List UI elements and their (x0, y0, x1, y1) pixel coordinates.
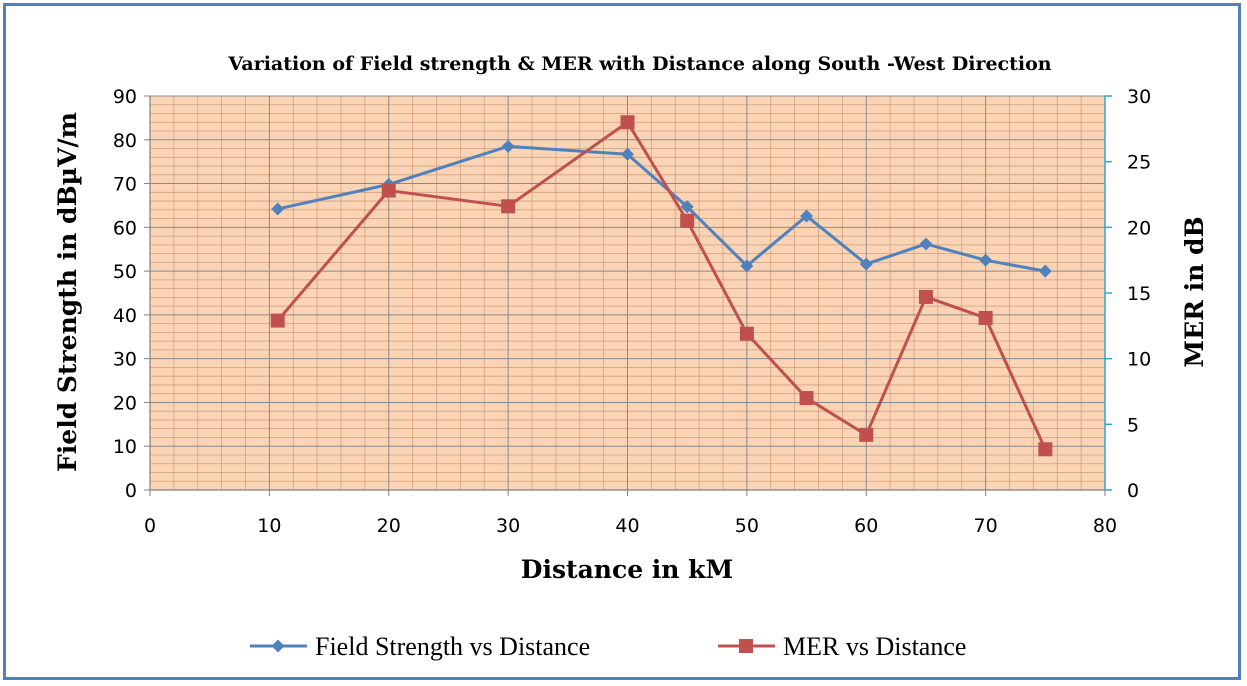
y2-tick-label: 0 (1127, 480, 1139, 502)
legend-item-field-strength: Field Strength vs Distance (250, 632, 590, 661)
y-tick-label: 80 (113, 130, 137, 152)
y-tick-label: 30 (113, 349, 137, 371)
legend: Field Strength vs Distance MER vs Distanc… (250, 632, 966, 661)
y-tick-label: 20 (113, 392, 137, 414)
data-point (381, 183, 396, 198)
data-point (739, 326, 754, 341)
data-point (1038, 442, 1053, 457)
data-point (501, 199, 516, 214)
x-tick-label: 50 (735, 515, 759, 537)
y-tick-label: 40 (113, 305, 137, 327)
data-point (978, 310, 993, 325)
data-point (270, 313, 285, 328)
y2-tick-label: 10 (1127, 349, 1151, 371)
x-tick-label: 10 (257, 515, 281, 537)
data-point (979, 253, 993, 267)
y2-tick-label: 20 (1127, 217, 1151, 239)
data-point (800, 209, 814, 223)
data-point (859, 257, 873, 271)
data-point (620, 115, 635, 130)
legend-item-mer: MER vs Distance (718, 632, 966, 661)
x-tick-label: 0 (144, 515, 156, 537)
y-tick-label: 10 (113, 436, 137, 458)
y2-tick-label: 25 (1127, 152, 1151, 174)
data-point (859, 427, 874, 442)
y2-axis-title: MER in dB (1180, 216, 1209, 367)
x-tick-label: 70 (974, 515, 998, 537)
legend-marker (271, 639, 285, 653)
x-axis-title: Distance in kM (521, 555, 733, 584)
data-point (621, 147, 634, 161)
mer-series (270, 115, 1053, 457)
y-tick-label: 50 (113, 261, 137, 283)
data-point (501, 139, 515, 153)
x-tick-label: 60 (854, 515, 878, 537)
x-tick-label: 20 (377, 515, 401, 537)
legend-label: MER vs Distance (783, 632, 966, 661)
y-tick-label: 0 (125, 480, 137, 502)
data-point (740, 259, 754, 273)
series-layer (270, 115, 1053, 457)
y2-tick-label: 30 (1127, 86, 1151, 108)
legend-marker (739, 639, 753, 653)
x-tick-label: 40 (615, 515, 639, 537)
chart-title: Variation of Field strength & MER with D… (227, 53, 1051, 75)
data-point (271, 202, 285, 216)
y-tick-label: 70 (113, 174, 137, 196)
y-tick-label: 90 (113, 86, 137, 108)
data-point (680, 213, 695, 228)
data-point (1038, 264, 1052, 278)
data-point (680, 200, 694, 214)
x-tick-label: 30 (496, 515, 520, 537)
y-axis-title: Field Strength in dBµV/m (53, 112, 82, 472)
data-point (919, 237, 933, 251)
data-point (799, 391, 814, 406)
y2-tick-label: 5 (1127, 414, 1139, 436)
x-tick-label: 80 (1093, 515, 1117, 537)
y2-tick-label: 15 (1127, 283, 1151, 305)
data-point (918, 289, 933, 304)
y-tick-label: 60 (113, 217, 137, 239)
plot-area (149, 95, 1106, 491)
legend-label: Field Strength vs Distance (315, 632, 590, 661)
axes: 0 10 20 30 40 50 60 70 80 0 10 20 30 40 50 60 70 80 90 0 5 10… (113, 86, 1151, 537)
